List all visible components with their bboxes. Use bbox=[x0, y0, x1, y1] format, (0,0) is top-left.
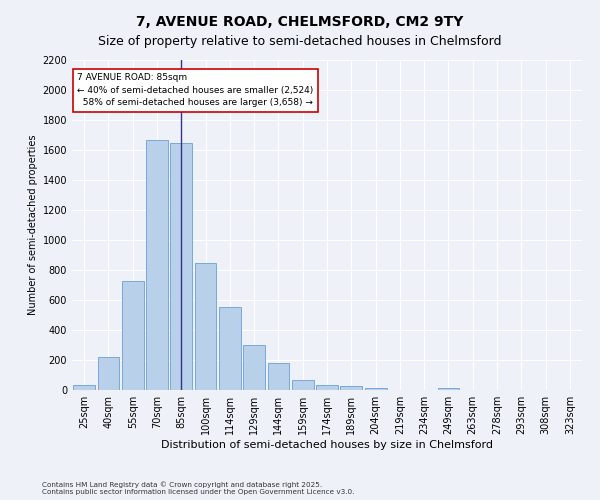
Bar bbox=[146, 140, 168, 390]
Bar bbox=[122, 280, 143, 390]
Bar bbox=[73, 385, 95, 390]
Bar bbox=[97, 357, 119, 390]
Bar bbox=[243, 345, 265, 390]
Text: 7, AVENUE ROAD, CHELMSFORD, CM2 9TY: 7, AVENUE ROAD, CHELMSFORD, CM2 9TY bbox=[136, 15, 464, 29]
Bar bbox=[292, 380, 314, 390]
Bar bbox=[437, 388, 460, 390]
X-axis label: Distribution of semi-detached houses by size in Chelmsford: Distribution of semi-detached houses by … bbox=[161, 440, 493, 450]
Bar bbox=[316, 385, 338, 390]
Bar bbox=[194, 263, 217, 390]
Y-axis label: Number of semi-detached properties: Number of semi-detached properties bbox=[28, 134, 38, 316]
Bar bbox=[365, 388, 386, 390]
Bar bbox=[340, 386, 362, 390]
Bar bbox=[219, 306, 241, 390]
Text: Contains HM Land Registry data © Crown copyright and database right 2025.
Contai: Contains HM Land Registry data © Crown c… bbox=[42, 482, 355, 495]
Bar bbox=[170, 142, 192, 390]
Bar bbox=[268, 363, 289, 390]
Text: 7 AVENUE ROAD: 85sqm
← 40% of semi-detached houses are smaller (2,524)
  58% of : 7 AVENUE ROAD: 85sqm ← 40% of semi-detac… bbox=[77, 73, 313, 107]
Text: Size of property relative to semi-detached houses in Chelmsford: Size of property relative to semi-detach… bbox=[98, 35, 502, 48]
